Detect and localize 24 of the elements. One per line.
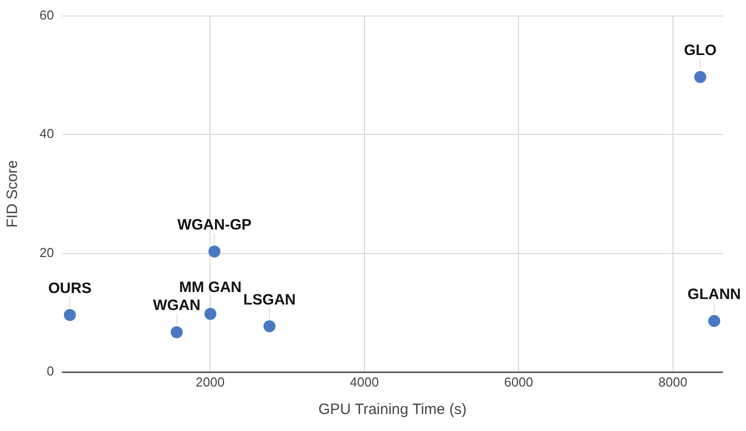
x-tick-label: 6000 <box>504 374 534 390</box>
annotation: LSGAN <box>243 291 296 308</box>
y-axis-title: FID Score <box>4 160 22 228</box>
annotation: GLANN <box>688 286 741 303</box>
y-tick-label: 60 <box>40 7 54 22</box>
x-tick-label: 2000 <box>196 374 225 390</box>
annotation: MM GAN <box>179 278 242 296</box>
point <box>694 70 706 83</box>
point <box>263 320 276 332</box>
point <box>64 309 76 322</box>
x-axis-title: GPU Training Time (s) <box>318 401 467 418</box>
x-tick-label: 4000 <box>350 374 379 390</box>
y-tick-label: 0 <box>46 364 54 379</box>
annotation: WGAN-GP <box>177 216 252 234</box>
annotation: WGAN <box>152 297 200 314</box>
x-tick-label: 8000 <box>658 374 688 390</box>
point <box>708 314 720 327</box>
point <box>170 326 183 338</box>
point <box>208 245 220 258</box>
annotation: OURS <box>48 280 92 298</box>
point <box>204 308 216 320</box>
y-tick-label: 20 <box>40 244 54 260</box>
y-tick-label: 40 <box>40 126 54 142</box>
annotation: GLO <box>684 42 717 59</box>
